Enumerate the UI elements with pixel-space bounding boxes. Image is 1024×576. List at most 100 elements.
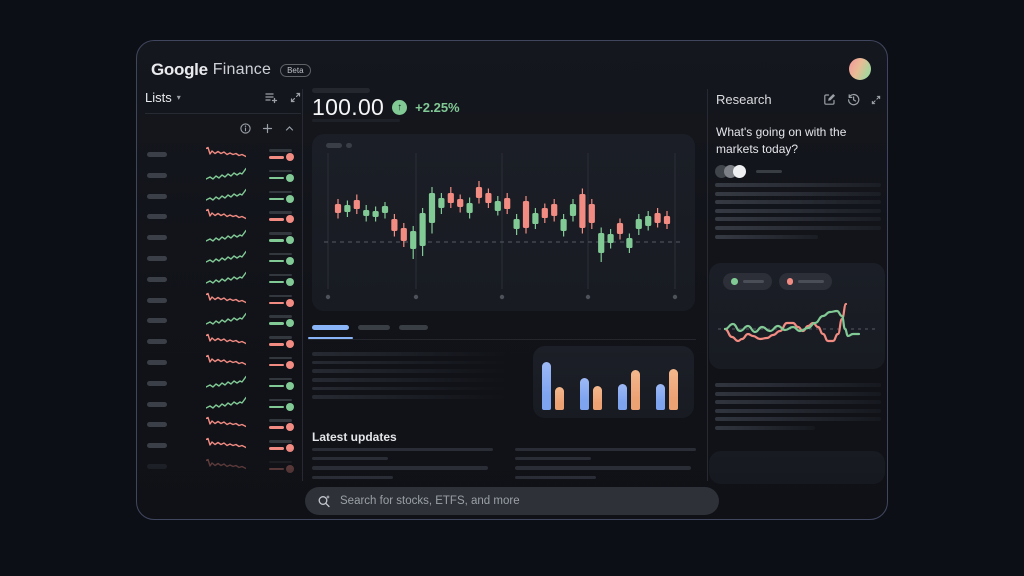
list-item[interactable] [145,414,301,435]
skeleton-line [515,475,597,479]
sparkline [206,188,246,201]
price-skeleton [269,315,292,318]
research-footer-skeleton [715,383,881,435]
list-item[interactable] [145,269,301,290]
ticker-skeleton [147,422,167,428]
legend-chip-pink[interactable] [778,273,832,290]
skeleton-line [715,425,815,430]
list-item[interactable] [145,373,301,394]
research-title: Research [716,92,772,107]
change-skeleton [269,280,284,284]
chart-legend-skeleton [326,143,342,148]
sparkline [206,146,246,158]
ticker-skeleton [147,339,167,345]
trend-dot [286,173,294,182]
bar-chart-card[interactable] [533,346,694,418]
ticker-skeleton [147,152,167,157]
list-item[interactable] [145,394,301,415]
ticker-skeleton [147,172,167,178]
price-skeleton [269,377,292,381]
trend-dot [286,236,294,245]
price-skeleton [269,398,292,402]
list-item[interactable] [145,206,301,227]
research-chart-card[interactable] [709,263,885,369]
latest-updates-skeleton [312,448,696,485]
open-in-full-icon[interactable] [871,95,881,105]
list-item[interactable] [145,331,301,352]
trend-dot [286,444,294,453]
ticker-skeleton [147,463,167,469]
lists-dropdown[interactable]: Lists [145,89,172,105]
green-dot-icon [731,278,738,285]
bar [669,369,678,410]
ticker-skeleton [147,297,167,303]
typing-dot [733,165,746,178]
research-header: Research [716,92,881,107]
sparkline [206,333,246,345]
trend-dot [286,319,294,328]
watchlist-rows [145,144,301,515]
list-item[interactable] [145,310,301,331]
list-item[interactable] [145,248,301,269]
skeleton-line [715,225,881,230]
info-icon[interactable] [240,123,251,134]
price-skeleton [269,356,292,360]
search-bar[interactable] [305,487,719,515]
tab-active[interactable] [312,325,349,330]
trend-dot [286,381,294,390]
skeleton-line [312,448,493,452]
price-skeleton [269,190,292,194]
playlist-add-icon[interactable] [265,91,278,104]
change-skeleton [269,197,284,201]
subtitle-skeleton [312,119,400,122]
compose-icon[interactable] [823,93,836,106]
legend-chips [723,273,832,290]
trend-dot [286,464,294,473]
history-icon[interactable] [847,93,860,106]
sparkline [206,396,246,409]
sparkline [206,417,246,428]
list-item[interactable] [145,352,301,373]
chevron-up-icon[interactable] [284,123,295,134]
add-icon[interactable] [262,123,273,134]
skeleton-line [312,352,504,356]
trend-dot [286,423,294,432]
list-item[interactable] [145,227,301,248]
list-item[interactable] [145,165,301,186]
skeleton-line [715,383,881,387]
legend-chip-green[interactable] [723,273,772,290]
candlestick-chart [324,153,683,300]
candlestick-chart-card[interactable] [312,134,695,311]
trend-dot [286,256,294,265]
sparkline [206,209,246,220]
price-skeleton [269,460,292,464]
list-item[interactable] [145,144,301,165]
app-logo: Google Finance Beta [151,60,311,80]
search-input[interactable] [340,495,707,507]
tab-idle[interactable] [399,325,428,330]
sparkline [206,250,246,263]
skeleton-line [312,369,504,373]
open-in-full-icon[interactable] [290,92,301,103]
list-item[interactable] [145,456,301,477]
list-item[interactable] [145,186,301,207]
tab-idle[interactable] [358,325,390,330]
bar [631,370,640,410]
comparison-line-chart [718,302,876,343]
ticker-skeleton [147,235,167,241]
trend-dot [286,298,294,307]
price-skeleton [269,149,292,152]
skeleton-line [312,395,504,399]
skeleton-line [312,466,488,470]
skeleton-line [715,400,881,405]
sidebar-main-divider [301,89,303,481]
price-skeleton [269,336,292,339]
list-item[interactable] [145,290,301,311]
skeleton-line [312,457,389,461]
trend-dot [286,277,294,286]
lists-divider [145,113,301,114]
list-item[interactable] [145,435,301,456]
avatar[interactable] [849,58,871,80]
latest-updates-heading: Latest updates [312,430,397,444]
tab-divider [308,338,696,340]
